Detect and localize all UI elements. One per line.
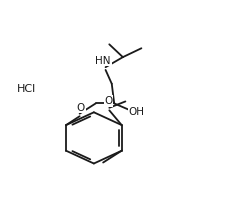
Text: O: O bbox=[104, 96, 113, 106]
Text: O: O bbox=[77, 103, 85, 113]
Text: HN: HN bbox=[95, 56, 111, 66]
Text: HCl: HCl bbox=[17, 84, 37, 94]
Text: OH: OH bbox=[128, 107, 144, 117]
